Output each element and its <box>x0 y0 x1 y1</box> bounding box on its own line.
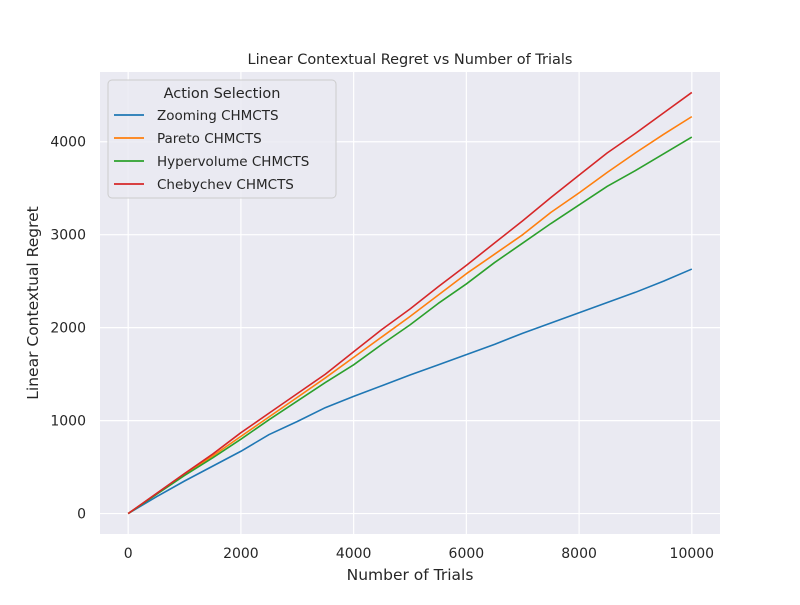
x-axis-ticks: 0 2000 4000 6000 8000 10000 <box>124 546 714 562</box>
series-line-hypervolume-chmcts <box>127 136 693 515</box>
y-axis-label: Linear Contextual Regret <box>24 206 42 399</box>
series-line-zooming-chmcts <box>127 268 693 515</box>
legend-label: Zooming CHMCTS <box>157 108 279 124</box>
y-tick-label: 1000 <box>50 414 86 430</box>
x-tick-label: 0 <box>124 546 133 562</box>
legend-label: Hypervolume CHMCTS <box>157 154 309 170</box>
series-line-pareto-chmcts <box>127 115 693 515</box>
legend: Action Selection Zooming CHMCTS Pareto CH… <box>107 79 337 199</box>
legend-label: Pareto CHMCTS <box>157 131 262 147</box>
x-axis-label: Number of Trials <box>347 566 474 584</box>
legend-box <box>107 79 337 199</box>
legend-label: Chebychev CHMCTS <box>157 177 294 193</box>
legend-item-pareto-chmcts: Pareto CHMCTS <box>114 131 262 147</box>
y-tick-label: 0 <box>77 507 86 523</box>
legend-item-chebychev-chmcts: Chebychev CHMCTS <box>114 177 294 193</box>
chart-title: Linear Contextual Regret vs Number of Tr… <box>248 52 573 68</box>
x-tick-label: 4000 <box>336 546 372 562</box>
series-lines <box>127 91 693 515</box>
x-tick-label: 8000 <box>561 546 597 562</box>
series-line-chebychev-chmcts <box>127 91 693 515</box>
x-tick-label: 6000 <box>449 546 485 562</box>
y-tick-label: 2000 <box>50 321 86 337</box>
legend-title: Action Selection <box>164 86 281 102</box>
y-tick-label: 4000 <box>50 135 86 151</box>
legend-items: Zooming CHMCTS Pareto CHMCTS Hypervolume C… <box>114 108 309 193</box>
x-tick-label: 10000 <box>670 546 715 562</box>
legend-item-hypervolume-chmcts: Hypervolume CHMCTS <box>114 154 309 170</box>
y-axis-ticks: 0 1000 2000 3000 4000 <box>50 135 86 523</box>
legend-item-zooming-chmcts: Zooming CHMCTS <box>114 108 279 124</box>
x-tick-label: 2000 <box>223 546 259 562</box>
y-tick-label: 3000 <box>50 228 86 244</box>
grid-lines <box>100 72 720 534</box>
